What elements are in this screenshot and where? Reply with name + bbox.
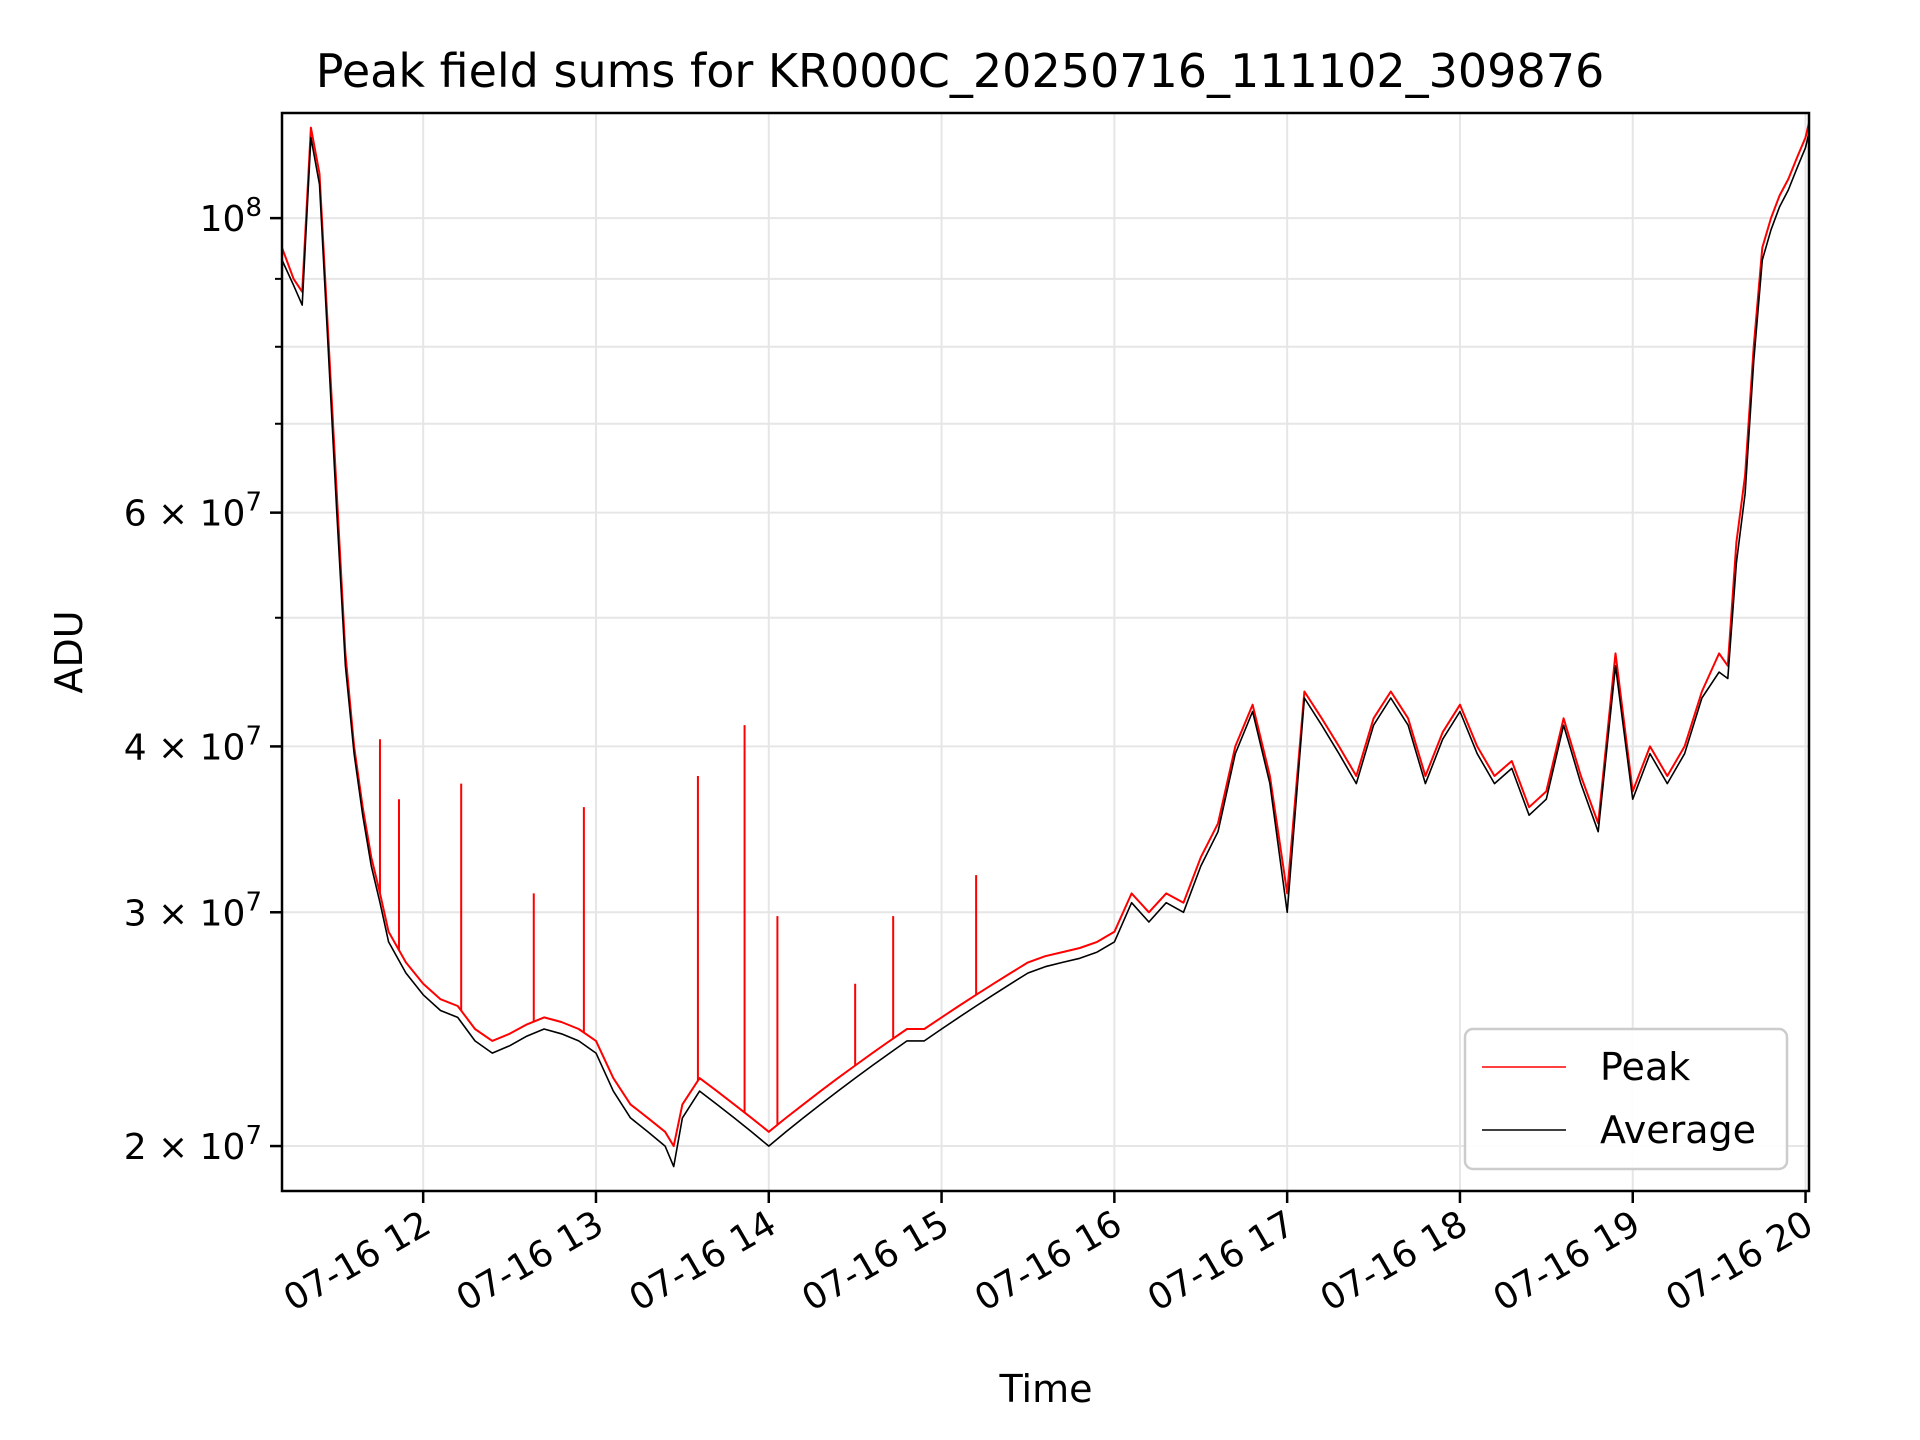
x-tick-label: 07-16 15 [795, 1203, 956, 1319]
peak-series-line [281, 122, 1810, 1148]
legend-label-peak: Peak [1600, 1045, 1690, 1089]
y-tick-label: 4 × 107 [124, 721, 262, 768]
chart-title: Peak field sums for KR000C_20250716_1111… [315, 44, 1605, 98]
y-axis-label: ADU [47, 610, 91, 693]
x-tick-label: 07-16 18 [1314, 1203, 1475, 1319]
series-layer [281, 122, 1810, 1168]
x-tick-label: 07-16 16 [968, 1203, 1129, 1319]
x-tick-label: 07-16 12 [277, 1203, 438, 1319]
plot-frame [280, 111, 1811, 1193]
x-tick-label: 07-16 17 [1141, 1203, 1302, 1319]
x-axis-label: Time [999, 1367, 1093, 1411]
x-tick-label: 07-16 13 [450, 1203, 611, 1319]
x-tick-label: 07-16 14 [623, 1203, 784, 1319]
legend-box [1463, 1027, 1789, 1171]
x-tick-label: 07-16 19 [1487, 1203, 1648, 1319]
y-tick-label: 3 × 107 [124, 887, 262, 934]
y-tick-label: 2 × 107 [124, 1121, 262, 1168]
average-series-line [281, 132, 1810, 1168]
grid [282, 113, 1809, 1191]
y-tick-label: 108 [200, 193, 262, 240]
legend-label-average: Average [1600, 1108, 1756, 1152]
y-tick-label: 6 × 107 [124, 488, 262, 535]
x-tick-label: 07-16 20 [1659, 1203, 1820, 1319]
legend: Peak Average [1463, 1027, 1789, 1171]
